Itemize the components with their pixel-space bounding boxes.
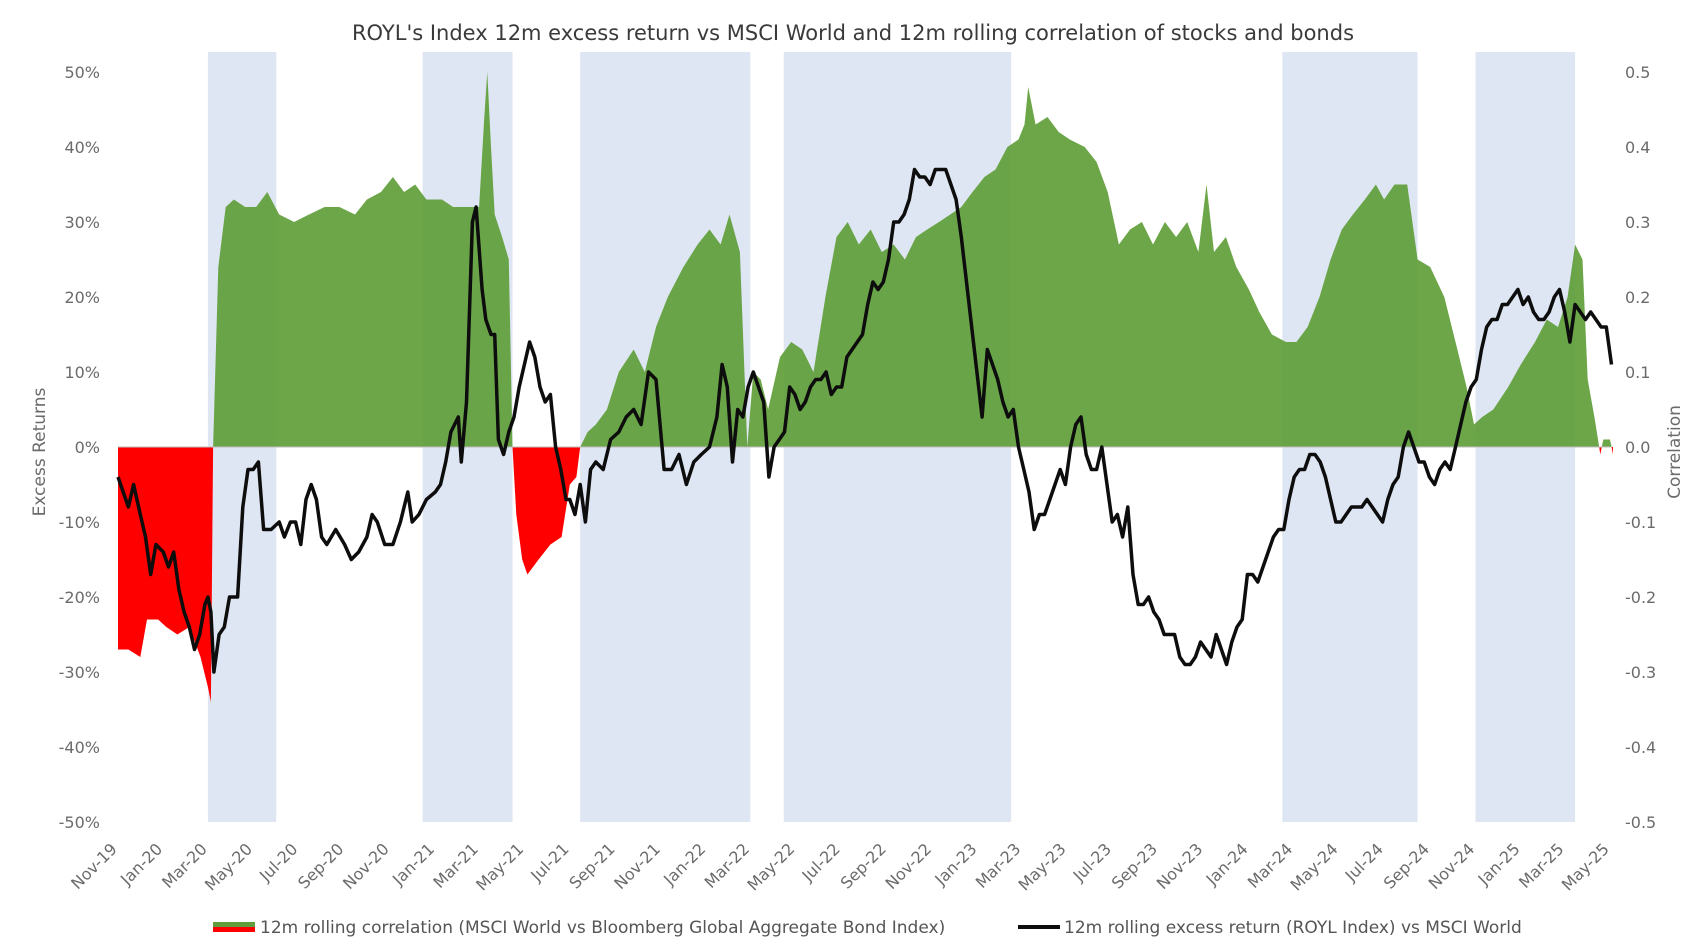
x-tick-label: May-21	[472, 839, 527, 894]
y-left-tick-label: -30%	[59, 663, 100, 682]
y-axis-right: 0.5 0.4 0.3 0.2 0.1 0.0 -0.1 -0.2 -0.3 -0.4 -0.5	[1625, 63, 1656, 832]
correlation-area-negative-0	[118, 447, 214, 702]
y-right-tick-label: -0.5	[1625, 813, 1656, 832]
excess-return-series-line	[116, 167, 1614, 674]
y-right-tick-label: -0.4	[1625, 738, 1656, 757]
y-left-tick-label: -20%	[59, 588, 100, 607]
y-left-tick-label: 30%	[64, 213, 100, 232]
y-left-tick-label: 0%	[75, 438, 100, 457]
y-right-tick-label: 0.0	[1625, 438, 1650, 457]
y-axis-left: 50% 40% 30% 20% 10% 0% -10% -20% -30% -40% -50%	[59, 63, 100, 832]
x-tick-label: Jan-21	[388, 839, 438, 889]
chart-title: ROYL's Index 12m excess return vs MSCI W…	[352, 21, 1354, 45]
excess-return-line	[116, 167, 1614, 674]
correlation-area-negative-2	[512, 447, 581, 575]
x-tick-label: Jan-25	[1474, 839, 1524, 889]
y-axis-right-title: Correlation	[1665, 405, 1685, 499]
x-tick-label: May-23	[1015, 839, 1070, 894]
x-tick-label: May-22	[743, 839, 798, 894]
x-tick-label: Nov-21	[610, 839, 664, 893]
y-left-tick-label: -10%	[59, 513, 100, 532]
x-tick-label: Jan-22	[659, 839, 709, 889]
x-tick-label: Jan-23	[930, 839, 980, 889]
y-right-tick-label: 0.4	[1625, 138, 1650, 157]
x-tick-label: Sep-23	[1108, 839, 1161, 892]
x-tick-label: Jan-20	[116, 839, 166, 889]
y-right-tick-label: 0.2	[1625, 288, 1650, 307]
legend-item-correlation: 12m rolling correlation (MSCI World vs B…	[213, 918, 945, 938]
x-tick-label: May-25	[1558, 839, 1613, 894]
x-tick-label: Jan-24	[1202, 839, 1252, 889]
correlation-area-positive-3	[580, 87, 1600, 447]
y-left-tick-label: -40%	[59, 738, 100, 757]
legend-item-excess-return: 12m rolling excess return (ROYL Index) v…	[1018, 918, 1522, 938]
x-tick-label: Sep-22	[837, 839, 890, 892]
y-left-tick-label: -50%	[59, 813, 100, 832]
correlation-area-positive-5	[1601, 439, 1612, 447]
y-left-tick-label: 20%	[64, 288, 100, 307]
y-axis-left-title: Excess Returns	[30, 388, 50, 517]
x-tick-label: Nov-20	[339, 839, 393, 893]
correlation-area	[118, 72, 1613, 702]
y-right-tick-label: -0.1	[1625, 513, 1656, 532]
x-tick-label: Nov-23	[1153, 839, 1207, 893]
x-tick-label: Nov-24	[1425, 839, 1479, 893]
y-left-tick-label: 50%	[64, 63, 100, 82]
y-left-tick-label: 10%	[64, 363, 100, 382]
x-tick-label: May-24	[1287, 839, 1342, 894]
x-tick-label: Nov-22	[882, 839, 936, 893]
correlation-area-negative-6	[1611, 447, 1613, 455]
legend: 12m rolling correlation (MSCI World vs B…	[213, 918, 1522, 938]
y-right-tick-label: -0.2	[1625, 588, 1656, 607]
x-tick-label: Sep-21	[565, 839, 618, 892]
legend-swatch-correlation-positive	[213, 922, 255, 927]
legend-swatch-correlation-negative	[213, 927, 255, 932]
x-tick-label: Sep-24	[1380, 839, 1433, 892]
legend-label-correlation: 12m rolling correlation (MSCI World vs B…	[260, 918, 945, 938]
y-right-tick-label: 0.3	[1625, 213, 1650, 232]
y-right-tick-label: 0.5	[1625, 63, 1650, 82]
x-tick-label: May-20	[201, 839, 256, 894]
y-right-tick-label: 0.1	[1625, 363, 1650, 382]
correlation-area-negative-4	[1599, 447, 1602, 455]
correlation-area-positive-1	[213, 72, 513, 447]
x-tick-label: Sep-20	[294, 839, 347, 892]
x-tick-label: Nov-19	[67, 839, 121, 893]
y-left-tick-label: 40%	[64, 138, 100, 157]
legend-label-excess-return: 12m rolling excess return (ROYL Index) v…	[1064, 918, 1522, 938]
y-right-tick-label: -0.3	[1625, 663, 1656, 682]
